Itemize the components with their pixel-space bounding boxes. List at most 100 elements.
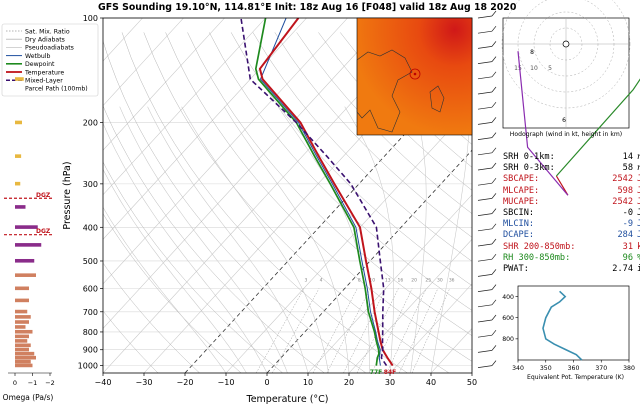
wind-barb-flag <box>491 10 497 17</box>
plot-frame <box>102 17 473 374</box>
pseudo-adiabat <box>119 106 288 373</box>
index-label: SRH 0-3km: <box>503 163 555 174</box>
omega-bar <box>15 273 36 277</box>
pseudo-adiabat <box>103 122 268 373</box>
index-label: SBCIN: <box>503 208 535 218</box>
index-value: 2542 <box>612 174 633 185</box>
omega-bar <box>15 347 29 352</box>
y-tick-label: 700 <box>83 308 98 317</box>
omega-bar <box>15 205 26 209</box>
dry-adiabat <box>103 310 159 373</box>
map-location-marker <box>409 68 421 80</box>
legend: Sat. Mix. Ratio Dry AdiabatsPseudoadiabat… <box>1 23 99 97</box>
theta-e-y-tick-label: 400 <box>502 294 514 301</box>
x-tick-label: 50 <box>467 378 477 387</box>
wind-barb-flag <box>491 314 497 321</box>
hodo-caption: Hodograph (wind in kt, height in km) <box>510 131 622 138</box>
index-row: SBCIN: -0 J/kg <box>503 208 640 218</box>
wind-barb <box>477 289 493 292</box>
dry-adiabat <box>103 262 200 373</box>
omega-bar <box>15 154 22 158</box>
omega-bar <box>15 325 26 329</box>
figure-title: GFS Sounding 19.10°N, 114.81°E Init: 18z… <box>98 2 517 13</box>
x-tick-label: −20 <box>177 378 194 387</box>
pseudo-adiabat <box>410 106 427 373</box>
omega-bar <box>15 225 38 229</box>
index-unit: J/kg <box>637 196 640 207</box>
wind-barb <box>477 152 493 156</box>
omega-bar <box>15 329 33 334</box>
index-label: SBCAPE: <box>503 174 540 185</box>
wind-barb-flag <box>491 223 497 230</box>
theta-e-y-tick-label: 600 <box>502 315 514 322</box>
theta-e-panel: 340 350 360 370 380 400 600 800 Equivalent Pot. … <box>502 285 635 381</box>
omega-bar <box>15 334 29 339</box>
wind-barb-flag <box>491 284 497 290</box>
profile-mixed-layer-parcel <box>240 18 388 367</box>
index-unit: J/kg <box>637 174 640 185</box>
legend-label-wetbulb: Wetbulb <box>25 53 51 60</box>
pseudo-adiabat <box>103 206 227 373</box>
dry-adiabat <box>103 213 242 373</box>
map-coastline <box>356 49 413 133</box>
wind-barb-flag <box>491 25 497 32</box>
isotherm <box>103 18 225 151</box>
wind-barb-flag <box>491 299 497 306</box>
dgz-label: DGZ <box>36 228 51 235</box>
wind-barb <box>477 334 493 338</box>
x-tick-label: −10 <box>218 378 235 387</box>
legend-label-sat_mix: Sat. Mix. Ratio <box>25 28 70 35</box>
dry-adiabat <box>296 32 472 214</box>
map-location-dot <box>413 72 417 76</box>
index-value: 598 <box>617 185 633 196</box>
dry-adiabat <box>103 161 283 373</box>
x-tick-label: 20 <box>344 378 354 387</box>
map-island <box>429 85 445 113</box>
mixing-ratio-label: 13 <box>385 278 391 284</box>
legend-label-dry: Dry Adiabats <box>25 37 65 44</box>
index-row: SRH 0-3km: 58 m²s⁻² <box>503 163 640 174</box>
surface-dewpoint-label: 77F <box>370 369 382 376</box>
theta-e-y-tick-label: 800 <box>502 336 514 343</box>
y-tick-label: 1000 <box>78 362 98 371</box>
index-value: 2.74 <box>612 264 633 274</box>
legend-label-parcel-2: Parcel Path (100mb) <box>25 86 88 93</box>
mixing-ratio-line <box>312 288 358 373</box>
isotherm <box>103 18 184 107</box>
omega-panel: DGZ DGZ 0 −1 −2 Omega (Pa/s) <box>3 77 55 402</box>
index-unit: kt <box>637 241 640 252</box>
wind-barb <box>477 46 493 49</box>
wind-barb <box>477 243 493 247</box>
dry-adiabat <box>252 32 472 262</box>
wind-barb-flag <box>491 101 497 108</box>
hodo-ring-label: 15 <box>514 65 522 72</box>
wind-barb <box>477 365 493 368</box>
wind-barb <box>477 61 493 64</box>
wind-barb-flag <box>491 193 497 199</box>
index-row: RH 300-850mb: 96% <box>503 253 640 263</box>
profile-dewpoint <box>254 18 380 366</box>
mixing-ratio-label: 3 <box>305 278 308 284</box>
hodo-segment <box>555 78 640 177</box>
pseudo-adiabat <box>103 168 247 373</box>
wind-barb <box>477 137 493 140</box>
mixing-ratio-label: 8 <box>358 278 361 284</box>
dry-adiabat <box>209 32 472 311</box>
x-tick-label: −30 <box>136 378 153 387</box>
wind-barb <box>477 350 493 353</box>
legend-label-dewpoint: Dewpoint <box>25 61 55 68</box>
dgz-label: DGZ <box>36 192 51 199</box>
y-tick-label: 300 <box>83 180 98 189</box>
y-tick-label: 400 <box>83 223 98 232</box>
x-tick-label: 0 <box>264 378 269 387</box>
omega-bar <box>15 258 35 263</box>
index-row: MLCAPE: 598 J/kg <box>503 186 640 196</box>
dry-adiabat <box>121 32 408 373</box>
index-unit: J/kg <box>637 219 640 230</box>
surface-temperature-label: 84F <box>384 369 396 376</box>
omega-bar <box>15 77 24 81</box>
index-label: MUCAPE: <box>503 196 540 207</box>
isotherm <box>266 149 472 373</box>
omega-bar <box>15 351 35 356</box>
